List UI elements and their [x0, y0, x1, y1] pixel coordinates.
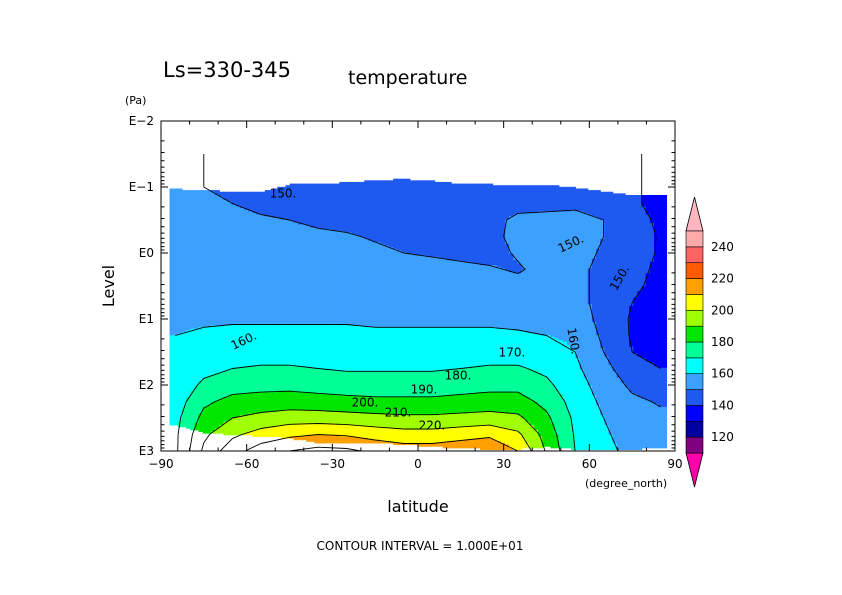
temperature-cell — [302, 438, 307, 440]
temperature-cell — [273, 435, 278, 437]
temperature-cell — [228, 433, 233, 435]
temperature-cell — [178, 425, 183, 427]
temperature-cell — [269, 435, 274, 437]
temperature-cell — [223, 433, 228, 435]
temperature-cell — [298, 438, 303, 440]
temperature-cell — [182, 425, 187, 427]
temperature-cell — [248, 433, 253, 435]
temperature-cell — [194, 428, 199, 430]
temperature-cell — [252, 435, 257, 437]
temperature-cell — [265, 435, 270, 437]
temperature-cell — [261, 435, 266, 437]
temperature-cell — [199, 430, 204, 432]
temperature-cell — [219, 431, 224, 433]
temperature-cell — [232, 433, 237, 435]
temperature-cell — [215, 431, 220, 433]
chart-title: Ls=330-345 — [163, 58, 291, 82]
chart-subtitle: temperature — [348, 67, 467, 89]
y-unit-label: (Pa) — [125, 94, 146, 107]
temperature-cell — [277, 435, 282, 437]
temperature-cell — [186, 427, 191, 429]
temperature-cell — [257, 435, 262, 437]
temperature-cell — [294, 438, 299, 440]
temperature-cell — [170, 423, 175, 425]
temperature-cell — [174, 423, 179, 425]
temperature-cell — [203, 431, 208, 433]
